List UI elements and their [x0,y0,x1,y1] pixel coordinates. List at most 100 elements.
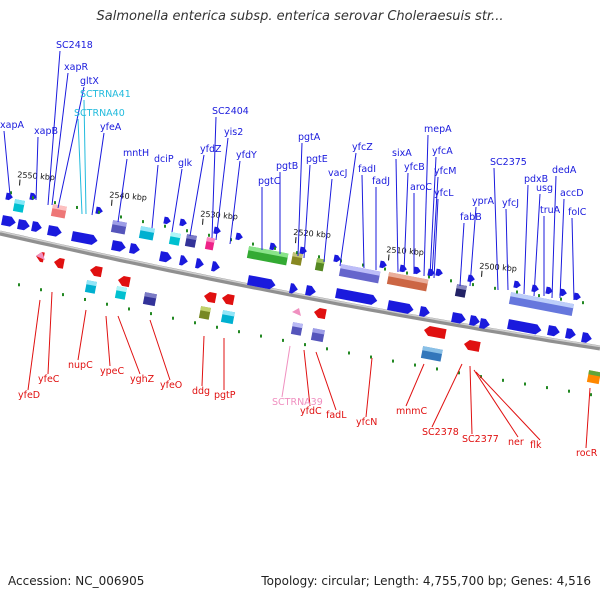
forward-gene-box-shade [456,284,467,291]
forward-gene-label: yfdY [236,150,257,161]
reverse-gene-box-shade [86,280,97,287]
forward-gene-label: xapB [34,126,58,137]
reverse-gene-label: SC2378 [422,427,459,438]
track-mark [84,297,86,301]
reverse-leader [281,345,291,398]
forward-leader [303,164,311,259]
reverse-gene-arrow [54,258,65,269]
forward-gene-arrow [507,319,542,335]
reverse-gene-box [84,280,97,294]
reverse-gene-label: ner [508,437,524,448]
forward-gene-box-shade [52,204,67,211]
forward-gene-arrow [31,221,42,232]
forward-gene-box [138,226,155,241]
track-mark [370,355,372,359]
reverse-gene-box [586,370,600,385]
reverse-gene-label: fadL [326,410,347,421]
track-mark [120,215,122,219]
accession-label: Accession: NC_006905 [8,574,145,588]
track-mark [414,363,416,367]
forward-gene-box-shade [206,237,215,243]
forward-gene-label: yfcA [432,146,453,157]
forward-gene-box [454,284,467,298]
reverse-gene-label: yghZ [130,374,155,385]
forward-gene-label: SCTRNA40 [74,108,125,119]
reverse-gene-box [114,286,127,300]
forward-gene-label: SCTRNA41 [80,89,131,100]
forward-gene-label: pgtC [258,176,281,187]
forward-gene-arrow [565,328,576,339]
reverse-gene-label: flk [530,440,542,451]
scale-tick-label: 2540 kbp [109,191,147,203]
track-mark [164,224,166,228]
reverse-gene-box-shade [292,322,303,329]
forward-gene-marker [269,242,277,251]
forward-gene-label: mntH [123,148,149,159]
forward-gene-arrow [71,231,98,245]
reverse-gene-label: rocR [576,448,598,459]
track-mark [326,347,328,351]
forward-gene-label: glk [178,158,193,169]
track-mark [260,334,262,338]
forward-gene-label: mepA [424,124,452,135]
forward-leader [297,142,303,257]
forward-leader [171,168,183,233]
track-mark [560,297,562,301]
track-mark [392,359,394,363]
forward-gene-arrow [419,306,430,317]
forward-leader [423,134,429,277]
forward-leader [493,167,499,291]
forward-gene-marker [513,280,521,289]
track-mark [62,293,64,297]
forward-leader [91,132,105,216]
forward-gene-arrow [547,325,560,337]
reverse-gene-label: ddg [192,386,210,397]
forward-gene-label: yfcJ [502,198,519,209]
track-mark [194,321,196,325]
forward-gene-label: yis2 [224,127,243,138]
track-mark [538,294,540,298]
forward-gene-marker [333,254,341,263]
reverse-gene-box-shade [116,286,127,293]
reverse-leader [149,319,171,381]
track-mark [274,246,276,250]
gene-labels: xapA xapB SC2418 xapR gltX SCTRNA41 SCTRNA40 yf… [0,40,598,459]
track-mark [186,229,188,233]
forward-gene-label: pgtA [298,132,321,143]
forward-gene-arrow [111,240,126,252]
forward-leader [57,86,85,209]
reverse-gene-box-shade [588,370,600,377]
forward-gene-marker [179,218,187,227]
reverse-gene-label: yfeC [38,374,60,385]
reverse-gene-label: yfdC [300,406,322,417]
forward-gene-marker [299,246,307,255]
forward-gene-label: SC2404 [212,106,249,117]
forward-gene-box [246,246,289,266]
forward-leader [431,176,439,277]
forward-gene-label: gltX [80,76,99,87]
reverse-gene-arrow [464,340,481,352]
reverse-leader [201,335,205,387]
forward-gene-label: SC2375 [490,157,527,168]
forward-gene-label: aroC [410,182,432,193]
track-mark [238,330,240,334]
forward-gene-marker [531,284,539,293]
track-mark [524,382,526,386]
forward-gene-box [386,272,429,292]
forward-leader [361,174,365,269]
forward-gene-marker [573,292,581,301]
forward-gene-label: pgtE [306,154,328,165]
reverse-gene-box-shade [422,346,443,354]
forward-gene-marker [399,264,407,273]
forward-gene-box-shade [170,232,181,239]
forward-gene-label: pdxB [524,174,548,185]
forward-gene-label: fadJ [372,176,390,187]
reverse-gene-box [420,346,443,362]
track-mark [106,302,108,306]
forward-gene-label: xapR [64,62,88,73]
reverse-gene-box-shade [222,310,235,317]
forward-gene-box-shade [186,234,197,241]
track-mark [172,316,174,320]
forward-gene-arrow [211,261,220,272]
forward-gene-label: usg [536,183,553,194]
